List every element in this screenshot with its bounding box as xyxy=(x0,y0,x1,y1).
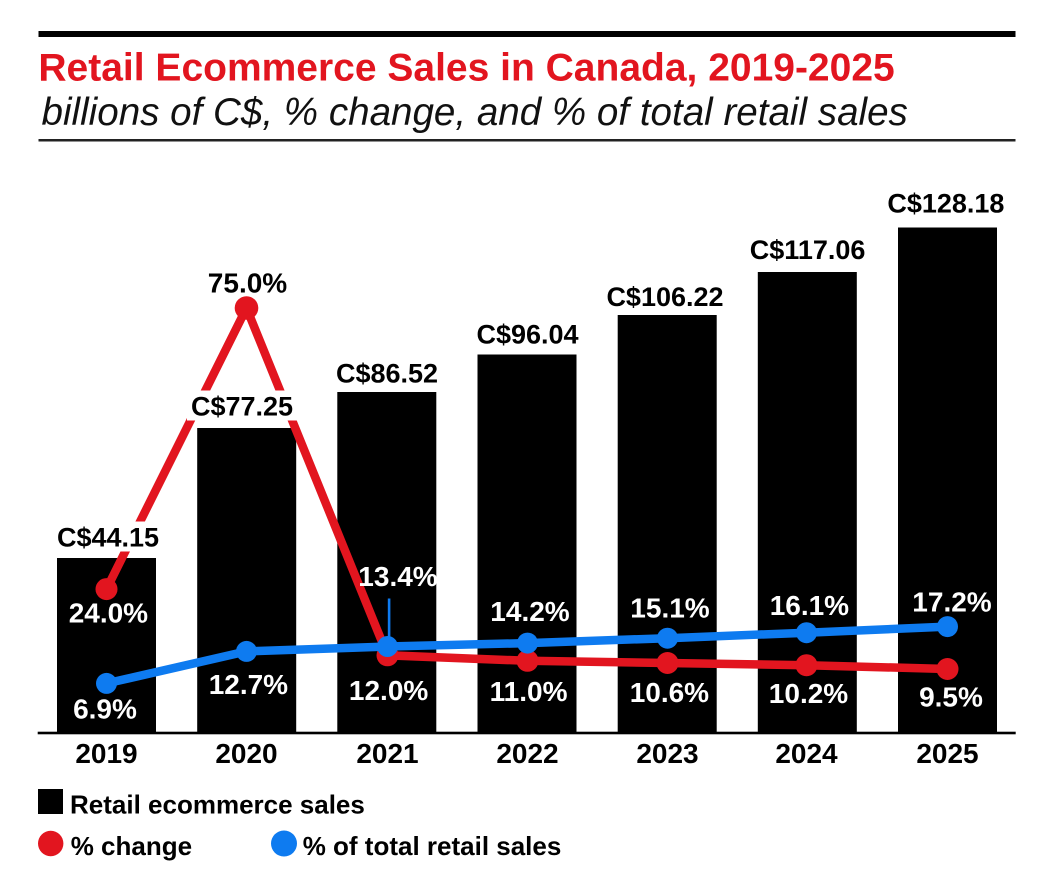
svg-text:C$44.15: C$44.15 xyxy=(57,523,159,553)
svg-text:10.2%: 10.2% xyxy=(769,678,848,709)
svg-text:17.2%: 17.2% xyxy=(912,586,991,617)
svg-text:C$86.52: C$86.52 xyxy=(336,359,438,389)
svg-text:2022: 2022 xyxy=(496,738,558,769)
svg-text:% change: % change xyxy=(71,831,192,861)
svg-text:16.1%: 16.1% xyxy=(770,590,849,621)
svg-text:9.5%: 9.5% xyxy=(919,681,983,712)
svg-text:75.0%: 75.0% xyxy=(208,268,287,299)
svg-text:11.0%: 11.0% xyxy=(490,676,568,707)
svg-text:C$96.04: C$96.04 xyxy=(476,320,578,350)
svg-text:14.2%: 14.2% xyxy=(490,596,569,627)
svg-text:13.4%: 13.4% xyxy=(358,561,437,592)
svg-text:12.0%: 12.0% xyxy=(349,675,428,706)
svg-text:12.7%: 12.7% xyxy=(209,669,288,700)
svg-text:Retail ecommerce sales: Retail ecommerce sales xyxy=(70,789,365,819)
svg-text:C$106.22: C$106.22 xyxy=(606,282,723,312)
svg-text:billions of C$, % change, and: billions of C$, % change, and % of total… xyxy=(42,91,908,134)
svg-text:10.6%: 10.6% xyxy=(630,677,709,708)
svg-text:15.1%: 15.1% xyxy=(630,592,709,623)
svg-text:2020: 2020 xyxy=(215,738,277,769)
svg-text:C$117.06: C$117.06 xyxy=(750,235,866,265)
svg-text:24.0%: 24.0% xyxy=(69,598,148,629)
svg-text:6.9%: 6.9% xyxy=(73,694,137,725)
svg-text:C$77.25: C$77.25 xyxy=(191,392,293,422)
svg-text:Retail Ecommerce Sales in Cana: Retail Ecommerce Sales in Canada, 2019-2… xyxy=(38,47,894,90)
svg-text:2024: 2024 xyxy=(775,738,838,769)
svg-text:2019: 2019 xyxy=(75,738,137,769)
svg-text:2021: 2021 xyxy=(356,738,418,769)
svg-text:2023: 2023 xyxy=(636,738,698,769)
svg-text:C$128.18: C$128.18 xyxy=(887,189,1004,219)
svg-text:% of total retail sales: % of total retail sales xyxy=(303,831,562,861)
svg-text:2025: 2025 xyxy=(916,738,978,769)
